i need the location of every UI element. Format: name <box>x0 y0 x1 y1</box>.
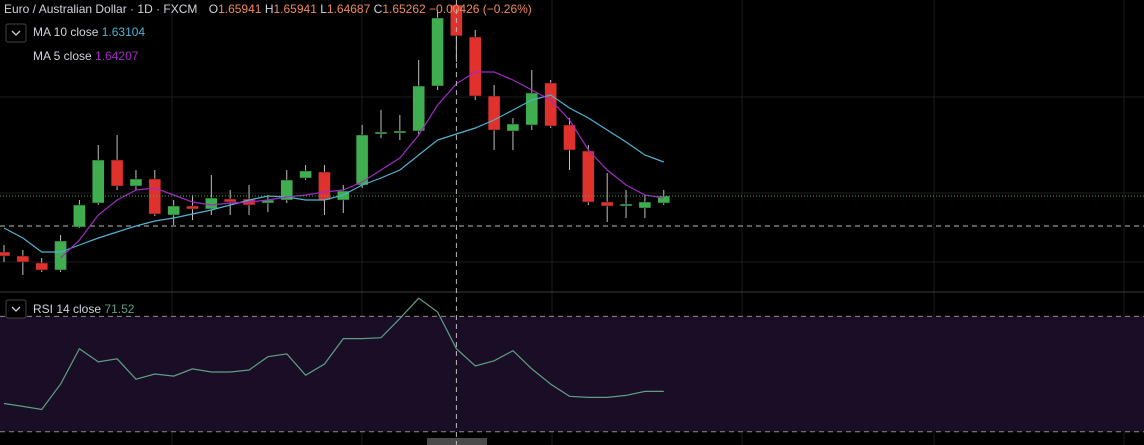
legend: MA 10 close 1.63104 <box>33 25 145 39</box>
candle-body <box>506 123 520 132</box>
candle-body <box>167 205 180 216</box>
candle-body <box>374 131 388 135</box>
legend-value: 71.52 <box>104 302 134 316</box>
candle-body <box>525 92 539 126</box>
legend: MA 5 close 1.64207 <box>33 49 139 63</box>
ohlc-value: 1.65941 <box>273 2 317 16</box>
candle-body <box>431 17 444 87</box>
collapse-button[interactable] <box>5 23 27 43</box>
legend-name: MA 10 close <box>33 25 99 39</box>
ohlc-letter: L <box>320 2 327 16</box>
candle-body <box>563 124 576 151</box>
ohlc-value: 1.65262 <box>382 2 426 16</box>
candle-body <box>110 159 124 187</box>
candle-body <box>186 205 199 210</box>
ohlc-letter: O <box>209 2 218 16</box>
crosshair-time-label <box>427 438 487 445</box>
candle-body <box>487 95 501 131</box>
symbol-title: Euro / Australian Dollar · 1D · FXCM <box>4 2 197 16</box>
change-value: −0.00426 (−0.26%) <box>429 2 532 16</box>
ohlc-letter: C <box>374 2 383 16</box>
candle-body <box>223 198 237 203</box>
candle-body <box>412 85 425 132</box>
header: Euro / Australian Dollar · 1D · FXCM O1.… <box>4 2 532 16</box>
moving-average-line <box>3 94 665 253</box>
candle-body <box>280 179 293 201</box>
candle-body <box>582 150 595 203</box>
legend-name: RSI 14 close <box>33 302 101 316</box>
candle-body <box>619 203 633 207</box>
collapse-button[interactable] <box>5 299 27 319</box>
candle-body <box>35 262 48 271</box>
candle-body <box>73 204 86 228</box>
candle-body <box>355 134 369 186</box>
rsi-legend: RSI 14 close 71.52 <box>33 302 135 316</box>
moving-average-line <box>60 71 664 259</box>
legend-name: MA 5 close <box>33 49 92 63</box>
candle-body <box>16 255 30 263</box>
candle-body <box>205 197 218 210</box>
ohlc-value: 1.65941 <box>218 2 262 16</box>
ohlc-value: 1.64687 <box>327 2 371 16</box>
candle-body <box>299 170 312 179</box>
candle-body <box>92 159 105 204</box>
candle-body <box>393 130 407 134</box>
candle-body <box>0 251 11 257</box>
candle-body <box>54 240 67 271</box>
candle-body <box>638 201 652 209</box>
ohlc-letter: H <box>265 2 274 16</box>
rsi-band <box>0 316 1144 432</box>
rsi-line <box>3 297 664 411</box>
candle-body <box>129 178 143 187</box>
candle-body <box>469 36 482 97</box>
candle-body <box>544 82 557 127</box>
candle-body <box>600 201 614 207</box>
legend-value: 1.63104 <box>102 25 146 39</box>
legend-value: 1.64207 <box>95 49 139 63</box>
